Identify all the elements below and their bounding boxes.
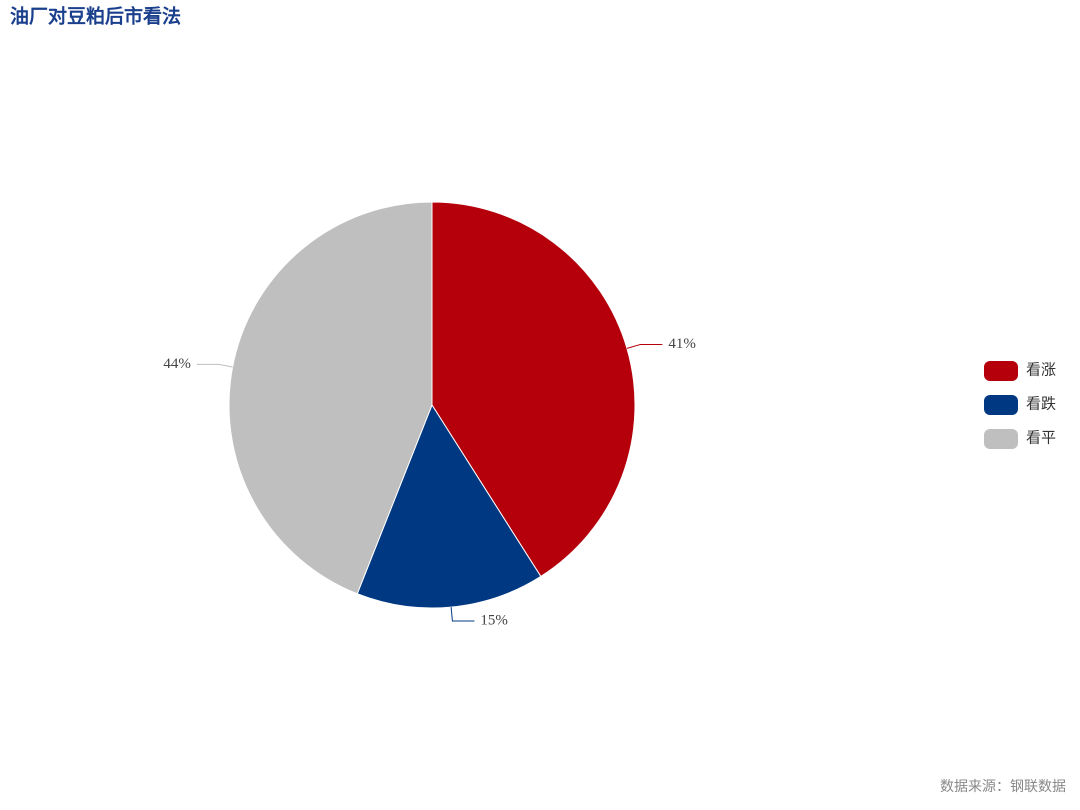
legend-swatch bbox=[984, 361, 1018, 381]
leader-line bbox=[450, 607, 475, 622]
legend-label: 看跌 bbox=[1026, 395, 1056, 412]
legend-swatch bbox=[984, 429, 1018, 449]
leader-line bbox=[626, 343, 663, 349]
data-label: 44% bbox=[163, 356, 191, 372]
pie-slice bbox=[356, 403, 542, 609]
chart-title: 油厂对豆粕后市看法 bbox=[10, 4, 181, 27]
legend-swatch bbox=[984, 395, 1018, 415]
pie-slice bbox=[431, 201, 636, 578]
data-label: 15% bbox=[480, 612, 508, 628]
legend-label: 看平 bbox=[1026, 429, 1056, 446]
leader-line bbox=[196, 363, 233, 368]
data-label: 41% bbox=[668, 336, 696, 352]
legend-label: 看涨 bbox=[1026, 361, 1056, 378]
source-note: 数据来源：钢联数据 bbox=[940, 779, 1066, 795]
